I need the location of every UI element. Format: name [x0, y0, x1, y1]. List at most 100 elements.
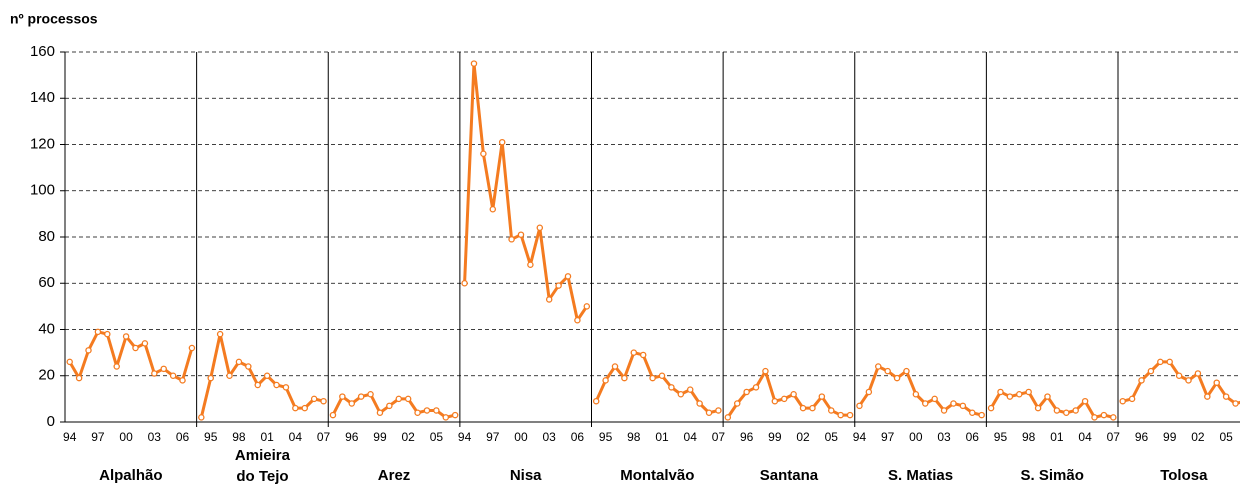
data-point [574, 316, 581, 324]
data-point [141, 340, 149, 347]
data-point [94, 328, 102, 336]
data-point [940, 407, 948, 414]
data-point [1166, 358, 1173, 366]
data-point [602, 377, 609, 384]
group-label-line: Montalvão [620, 467, 694, 484]
data-point [263, 372, 271, 379]
data-point [752, 384, 760, 391]
group-label-line: S. Matias [888, 467, 953, 484]
data-point [188, 344, 196, 352]
x-tick-label: 07 [712, 430, 726, 444]
data-point [517, 231, 525, 238]
data-point [1119, 397, 1126, 405]
x-tick-label: 94 [853, 430, 867, 444]
data-point [818, 393, 826, 400]
data-point [367, 390, 374, 398]
data-point [480, 150, 487, 157]
group-label: Montalvão [620, 467, 694, 484]
data-point [339, 393, 346, 400]
data-point [1006, 393, 1014, 400]
data-point [856, 402, 863, 410]
x-tick-label: 04 [289, 430, 303, 444]
data-point [630, 349, 638, 356]
data-point [1232, 400, 1239, 407]
data-point [461, 279, 468, 287]
data-point [846, 411, 854, 419]
data-point [508, 236, 515, 243]
x-tick-label: 07 [317, 430, 331, 444]
data-point [658, 372, 666, 379]
group-label: Santana [760, 467, 819, 484]
data-point [969, 409, 976, 416]
x-tick-label: 02 [796, 430, 810, 444]
x-tick-label: 95 [599, 430, 613, 444]
x-tick-label: 96 [740, 430, 754, 444]
data-point [1204, 393, 1211, 400]
data-point [1072, 407, 1079, 414]
data-point [85, 347, 92, 354]
data-point [1016, 390, 1023, 398]
data-point [621, 374, 628, 382]
data-point [1147, 367, 1155, 375]
data-point [583, 303, 591, 310]
data-point [404, 395, 412, 403]
group-label: Alpalhão [99, 467, 162, 484]
data-point [66, 358, 73, 366]
x-tick-label: 03 [148, 430, 162, 444]
data-point [668, 384, 675, 391]
y-tick-label: 60 [38, 274, 55, 291]
group-label-line: Nisa [510, 467, 542, 484]
data-point [376, 409, 384, 416]
data-point [498, 138, 506, 146]
x-tick-label: 94 [458, 430, 472, 444]
data-point [762, 367, 769, 375]
data-point [978, 411, 985, 419]
group-label-line: do Tejo [236, 468, 288, 485]
data-point [122, 333, 130, 340]
data-point [555, 282, 562, 289]
data-point [1034, 404, 1042, 412]
group-label: Tolosa [1160, 467, 1208, 484]
group-label-line: Tolosa [1160, 467, 1208, 484]
x-tick-label: 96 [345, 430, 359, 444]
data-point [414, 409, 421, 416]
y-tick-label: 140 [30, 89, 55, 106]
data-point [104, 330, 111, 338]
y-tick-label: 100 [30, 182, 55, 199]
data-point [677, 390, 685, 398]
data-point [282, 384, 290, 391]
data-point [545, 296, 553, 303]
data-point [1128, 395, 1136, 403]
x-tick-label: 99 [768, 430, 782, 444]
x-tick-label: 97 [486, 430, 500, 444]
x-tick-label: 06 [966, 430, 980, 444]
x-tick-label: 98 [232, 430, 246, 444]
data-point [395, 395, 403, 403]
data-point [1044, 393, 1051, 400]
x-tick-label: 07 [1107, 430, 1121, 444]
data-point [639, 351, 647, 359]
data-point [207, 374, 214, 382]
group-label: Amieira do Tejo [235, 447, 291, 485]
data-point [724, 414, 732, 421]
x-tick-label: 06 [176, 430, 190, 444]
data-point [827, 407, 835, 414]
data-point [865, 388, 873, 396]
data-point [799, 404, 807, 412]
data-point [198, 414, 205, 421]
x-tick-label: 96 [1135, 430, 1149, 444]
data-point [790, 390, 797, 398]
x-tick-label: 05 [1219, 430, 1233, 444]
data-point [386, 402, 393, 410]
data-point [959, 402, 967, 410]
data-point [527, 261, 534, 268]
x-tick-label: 06 [571, 430, 585, 444]
data-point [1053, 407, 1061, 414]
x-tick-label: 05 [825, 430, 839, 444]
x-tick-label: 02 [1191, 430, 1205, 444]
data-point [686, 386, 694, 393]
data-point [987, 404, 995, 412]
data-point [216, 330, 224, 338]
group-label: Arez [378, 467, 411, 484]
